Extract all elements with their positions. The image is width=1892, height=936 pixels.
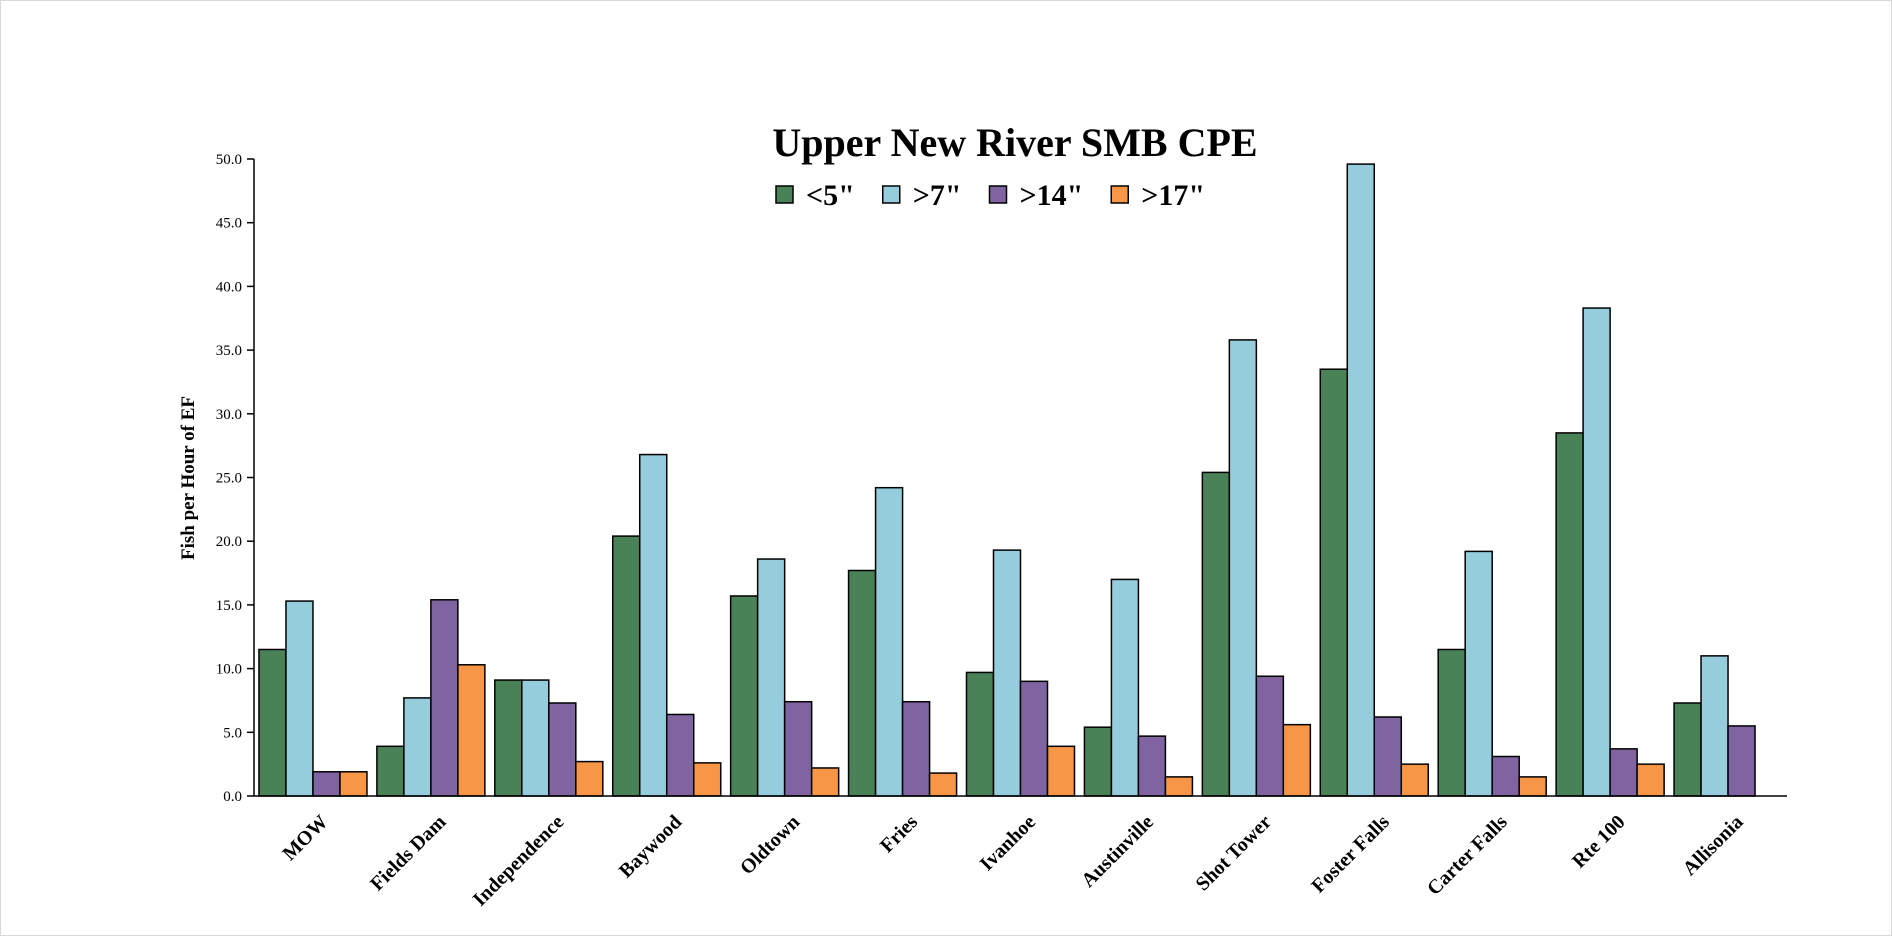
bar: [575, 760, 604, 797]
x-tick-label: Fries: [876, 811, 922, 857]
legend-swatch: [775, 185, 794, 204]
bars: [258, 163, 1756, 797]
bar: [1518, 776, 1547, 797]
x-tick-label: Carter Falls: [1423, 811, 1512, 900]
bar: [692, 762, 722, 797]
bar: [1319, 368, 1349, 797]
bar: [430, 599, 459, 797]
bar: [783, 700, 813, 797]
bar: [548, 702, 577, 797]
y-tick-label: 5.0: [223, 725, 242, 741]
bar: [810, 767, 840, 797]
y-tick-label: 30.0: [216, 407, 242, 423]
bar: [1673, 702, 1702, 797]
y-tick-label: 20.0: [216, 534, 242, 550]
bar: [638, 453, 668, 797]
y-tick-label: 0.0: [223, 789, 242, 805]
bar: [1400, 763, 1430, 797]
bar: [1727, 725, 1756, 797]
legend-label: >14": [1020, 179, 1084, 212]
bar: [756, 558, 786, 797]
bar: [494, 679, 523, 797]
bar: [1255, 675, 1285, 797]
legend-swatch: [1110, 185, 1129, 204]
bar: [1201, 471, 1231, 797]
bar: [1046, 745, 1076, 797]
x-axis: MOW Fields Dam Independence Baywood Oldtown F…: [254, 795, 1787, 911]
bar: [521, 679, 550, 797]
x-tick-label: Fields Dam: [366, 811, 451, 896]
y-tick-label: 40.0: [216, 279, 242, 295]
bar: [1137, 735, 1167, 797]
x-tick-label: Rte 100: [1568, 811, 1630, 873]
y-tick-label: 35.0: [216, 343, 242, 359]
x-tick-label: MOW: [278, 811, 332, 865]
bar: [1491, 755, 1520, 797]
bar: [1373, 716, 1403, 797]
bar: [1700, 655, 1729, 797]
bar: [339, 771, 368, 797]
bar: [1636, 763, 1665, 797]
bar: [1437, 648, 1466, 797]
bar: [1110, 578, 1140, 797]
bar: [901, 700, 931, 797]
y-tick-label: 15.0: [216, 598, 242, 614]
bar: [376, 745, 405, 797]
bar: [1555, 432, 1584, 797]
bar: [1164, 776, 1194, 797]
legend-label: >17": [1141, 179, 1205, 212]
bar: [665, 713, 695, 797]
bar: [1346, 163, 1376, 797]
bar: [1083, 726, 1113, 797]
x-tick-label: Ivanhoe: [976, 811, 1040, 875]
legend-swatch: [882, 185, 901, 204]
bar: [874, 486, 904, 797]
bar: [285, 600, 314, 797]
y-tick-label: 45.0: [216, 216, 242, 232]
y-tick-label: 25.0: [216, 471, 242, 487]
bar: [965, 671, 995, 797]
bar: [1582, 307, 1611, 797]
y-axis-label: Fish per Hour of EF: [178, 396, 199, 560]
bar: [1228, 339, 1258, 797]
y-axis: 0.0 5.0 10.0 15.0 20.0 25.0 30.0 35.0 40.0 45.0 50…: [216, 152, 255, 805]
legend-label: <5": [806, 179, 855, 212]
x-tick-label: Oldtown: [736, 811, 804, 879]
x-tick-label: Foster Falls: [1307, 811, 1394, 898]
bar: [312, 771, 341, 797]
bar: [729, 595, 759, 797]
x-tick-label: Austinville: [1077, 811, 1158, 892]
x-tick-label: Allisonia: [1679, 811, 1748, 880]
legend-swatch: [988, 185, 1008, 204]
bar: [1019, 680, 1049, 797]
bar: [403, 697, 432, 797]
legend-label: >7": [913, 179, 962, 212]
x-tick-label: Shot Tower: [1192, 811, 1276, 895]
bar: [847, 569, 877, 797]
bar: [928, 772, 958, 797]
bar: [1609, 748, 1638, 797]
bar: [611, 535, 641, 797]
bar: [258, 648, 287, 797]
bar: [457, 664, 486, 797]
x-tick-label: Independence: [469, 811, 569, 911]
legend: <5" >7" >14" >17": [775, 179, 1205, 212]
bar: [1464, 550, 1493, 797]
y-tick-label: 10.0: [216, 662, 242, 678]
x-tick-label: Baywood: [615, 811, 686, 882]
y-tick-label: 50.0: [216, 152, 242, 168]
chart-title: Upper New River SMB CPE: [772, 120, 1257, 165]
bar: [992, 549, 1022, 797]
bar: [1282, 723, 1312, 797]
